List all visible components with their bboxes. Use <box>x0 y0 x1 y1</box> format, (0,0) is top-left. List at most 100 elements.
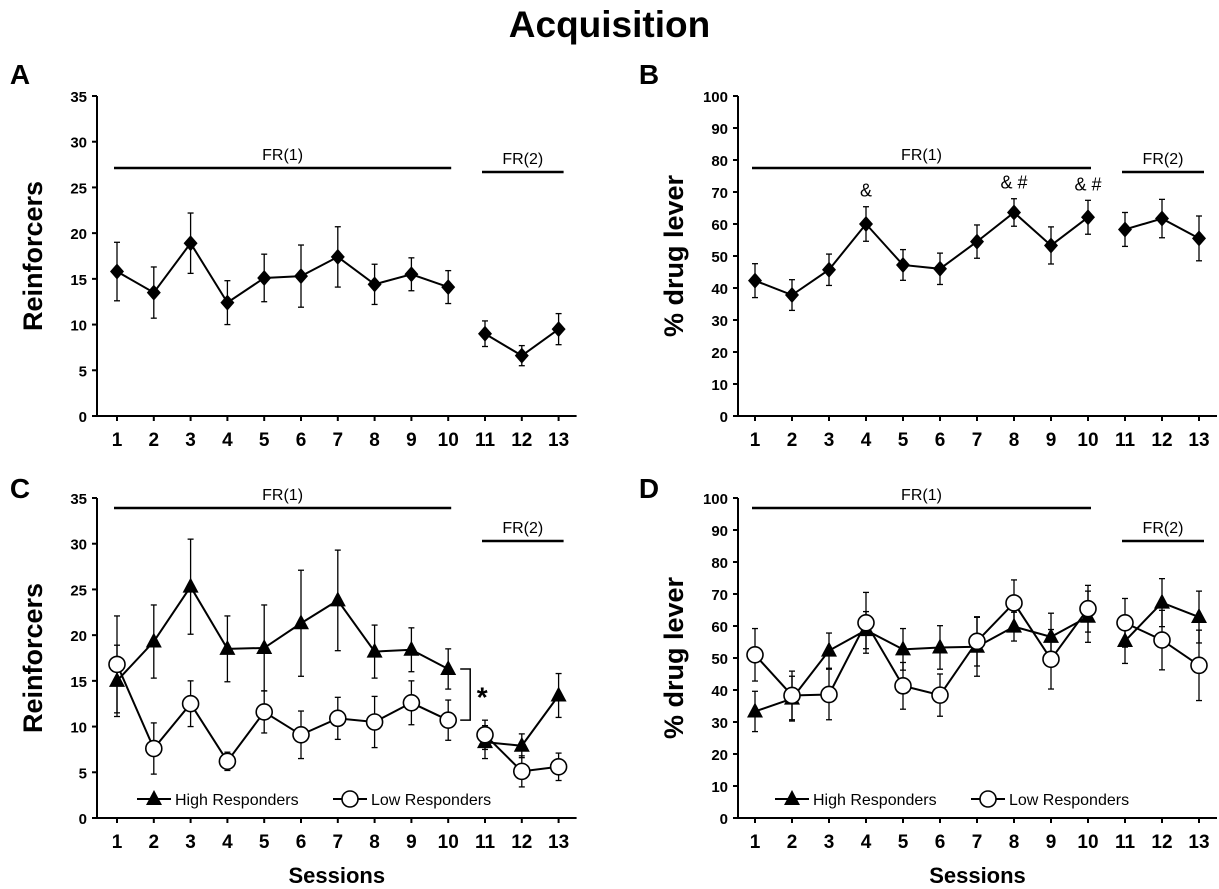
panel-b-series-line <box>754 211 1089 297</box>
panel-d-series-line <box>754 615 1089 713</box>
panel-c-legend-label: High Responders <box>175 792 299 809</box>
panel-a-x-tick-label: 4 <box>222 430 233 451</box>
panel-d-y-tick-label: 40 <box>711 683 728 700</box>
panel-c-data-point <box>402 693 421 712</box>
panel-a-y-tick-label: 20 <box>70 226 87 243</box>
panel-c-x-tick-label: 8 <box>369 832 380 853</box>
panel-b-y-tick-label: 60 <box>711 217 728 234</box>
panel-a-x-tick-label: 12 <box>511 430 532 451</box>
panel-d-y-tick-label: 30 <box>711 715 728 732</box>
panel-d-y-tick-label: 0 <box>720 811 728 828</box>
panel-c-x-tick-label: 6 <box>296 832 307 853</box>
panel-a-series-main <box>110 212 566 367</box>
panel-c-data-point <box>145 632 162 648</box>
panel-a-data-point <box>183 235 198 252</box>
panel-b-data-point <box>859 216 873 232</box>
panel-d-data-point <box>783 686 801 705</box>
panel-d-x-tick-label: 9 <box>1046 832 1057 853</box>
panel-c-phase-label: FR(2) <box>502 520 543 537</box>
panel-d-y-tick-label: 100 <box>703 491 728 508</box>
panel-d-x-tick-label: 5 <box>898 832 909 853</box>
panel-c-data-point <box>292 725 310 744</box>
panel-b-data-point <box>933 260 947 277</box>
panel-d-y-tick-label: 70 <box>711 587 728 604</box>
panel-d-data-point <box>1116 613 1134 632</box>
panel-c-data-point <box>512 762 531 781</box>
panel-a-data-point <box>551 321 566 338</box>
panel-a-x-tick-label: 8 <box>369 430 380 451</box>
panel-b-data-point <box>785 287 799 304</box>
panel-b-x-tick-label: 6 <box>935 430 946 451</box>
panel-b-y-tick-label: 0 <box>720 409 728 426</box>
panel-d-legend-marker <box>784 790 800 805</box>
panel-a-x-tick-label: 7 <box>333 430 344 451</box>
panel-c-x-tick-label: 5 <box>259 832 270 853</box>
panel-b-x-tick-label: 4 <box>861 430 872 451</box>
panel-d-data-point <box>1190 656 1208 675</box>
panel-b-phase-label: FR(1) <box>901 147 942 164</box>
panel-d-data-point <box>894 677 912 695</box>
panel-d-y-tick-label: 60 <box>711 619 728 636</box>
panel-c-data-point <box>182 577 199 593</box>
panel-a-y-tick-label: 15 <box>70 272 87 289</box>
panel-d-y-axis-label: % drug lever <box>659 576 689 739</box>
panel-c-y-tick-label: 5 <box>79 765 87 782</box>
panel-c-legend-marker <box>341 790 359 808</box>
panel-b-annotation: & # <box>1000 173 1027 193</box>
panel-b-data-point <box>1044 237 1058 254</box>
panel-a-x-tick-label: 11 <box>475 430 496 451</box>
panel-b-annotation: & <box>860 181 872 201</box>
panel-d-legend-label: High Responders <box>813 792 937 809</box>
panel-d-series-line <box>754 601 1089 697</box>
panel-d-x-tick-label: 7 <box>972 832 983 853</box>
panel-a-y-tick-label: 0 <box>79 409 87 426</box>
panel-a-letter: A <box>10 59 30 90</box>
panel-d-data-point <box>1153 631 1171 649</box>
panel-a-data-point <box>294 268 308 285</box>
panel-a-data-point <box>110 263 124 280</box>
panel-c-x-tick-label: 4 <box>222 832 233 853</box>
panel-a-data-point <box>514 347 529 364</box>
panel-c-legend-label: Low Responders <box>371 792 491 809</box>
panel-b-x-tick-label: 9 <box>1046 430 1057 451</box>
panel-c-data-point <box>366 642 383 658</box>
panel-c-y-tick-label: 10 <box>70 720 87 737</box>
panel-c-series-line <box>116 584 449 682</box>
panel-c-data-point <box>256 638 273 654</box>
panel-c-data-point <box>329 591 346 607</box>
panel-d-data-point <box>1079 599 1097 618</box>
panel-d-y-tick-label: 80 <box>711 555 728 572</box>
panel-c-data-point <box>513 736 530 752</box>
panel-d-data-point <box>1191 608 1207 624</box>
panel-d-phase-label: FR(1) <box>901 487 942 504</box>
panel-b-letter: B <box>639 59 659 90</box>
panel-b-x-tick-label: 10 <box>1077 430 1098 451</box>
panel-d-phase-label: FR(2) <box>1143 520 1184 537</box>
panel-c-y-tick-label: 0 <box>79 811 87 828</box>
panel-b-data-point <box>1192 230 1206 247</box>
panel-a-data-point <box>146 284 161 301</box>
panel-c-y-axis-label: Reinforcers <box>18 583 48 733</box>
panel-c-x-tick-label: 12 <box>511 832 532 853</box>
panel-c-x-tick-label: 3 <box>185 832 196 853</box>
panel-b-x-tick-label: 8 <box>1009 430 1020 451</box>
panel-a-phase-label: FR(2) <box>502 151 543 168</box>
panel-d-x-tick-label: 6 <box>935 832 946 853</box>
panel-c-data-point <box>403 640 420 656</box>
panel-c-y-tick-label: 30 <box>70 537 87 554</box>
panel-d-data-point <box>1154 593 1170 609</box>
panel-b-y-tick-label: 30 <box>711 313 728 330</box>
panel-a-data-point <box>441 279 456 296</box>
panel-c-series-low-responders <box>108 615 568 788</box>
panel-d-legend-label: Low Responders <box>1009 792 1129 809</box>
panel-a-y-tick-label: 5 <box>79 363 87 380</box>
panel-c-x-tick-label: 2 <box>149 832 160 853</box>
panel-c-x-tick-label: 1 <box>112 832 123 853</box>
panel-a-data-point <box>257 269 272 286</box>
panel-b-x-tick-label: 3 <box>824 430 835 451</box>
panel-c-data-point <box>218 752 237 771</box>
panel-b-x-tick-label: 12 <box>1151 430 1172 451</box>
panel-c-data-point <box>550 686 567 702</box>
figure-title: Acquisition <box>508 4 711 45</box>
